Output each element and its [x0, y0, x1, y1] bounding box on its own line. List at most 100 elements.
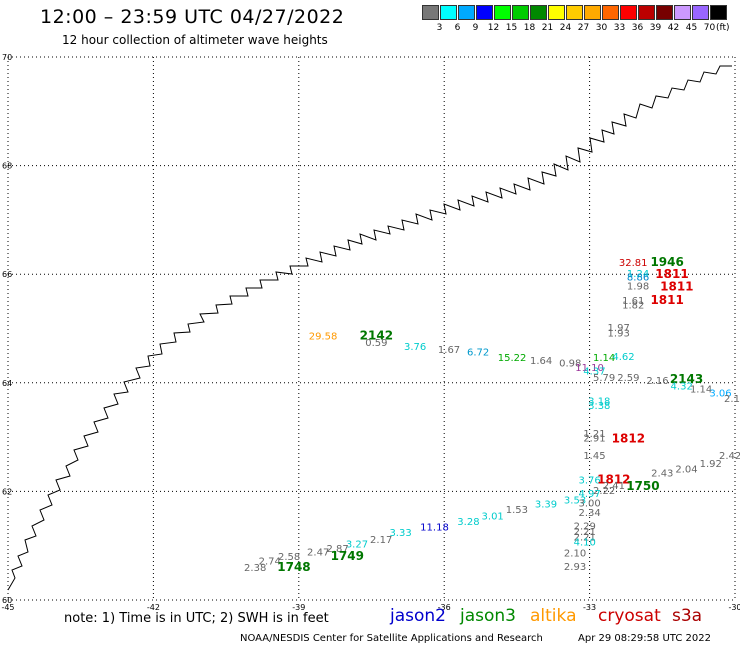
color-scale-label: 9 [472, 23, 479, 33]
wave-height-label: 6.72 [467, 348, 489, 359]
wave-height-label: 2.17 [370, 535, 392, 546]
wave-height-label: 2.93 [564, 562, 586, 573]
wave-height-label: 0.59 [365, 338, 387, 349]
color-scale-label: 42 [667, 23, 680, 33]
legend-entry-jason3: jason3 [460, 606, 516, 626]
wave-height-label: 1.98 [627, 281, 649, 292]
legend-entry-altika: altika [530, 606, 577, 626]
color-swatch [638, 5, 655, 20]
wave-height-label: 3.18 [588, 397, 610, 408]
footnote: note: 1) Time is in UTC; 2) SWH is in fe… [64, 611, 329, 626]
wave-height-label: 4.32 [671, 381, 693, 392]
wave-height-label: 2.41 [603, 481, 625, 492]
color-scale-label: 36 [631, 23, 644, 33]
wave-height-label: 2.38 [244, 563, 266, 574]
wave-height-label: 1.24 [627, 269, 649, 280]
wave-height-label: 3.53 [564, 495, 586, 506]
wave-height-label: 2.74 [259, 557, 281, 568]
map-subtitle: 12 hour collection of altimeter wave hei… [62, 33, 328, 47]
wave-height-label: 2.58 [278, 552, 300, 563]
wave-height-label: 3.38 [588, 401, 610, 412]
wave-height-label: 1.67 [438, 345, 460, 356]
longitude-tick-label: -33 [583, 603, 596, 612]
color-scale-label: 39 [649, 23, 662, 33]
wave-height-label: 4.62 [612, 352, 634, 363]
latitude-tick-label: 66 [2, 270, 12, 279]
color-scale-label: 12 [487, 23, 500, 33]
wave-height-label: 2.16 [646, 376, 668, 387]
map-title: 12:00 – 23:59 UTC 04/27/2022 [40, 6, 345, 28]
wave-height-label: 1.97 [608, 323, 630, 334]
color-scale-label: 21 [541, 23, 554, 33]
pass-time-label: 1811 [655, 267, 688, 281]
legend-entry-cryosat: cryosat [598, 606, 661, 626]
wave-height-label: 1.64 [530, 356, 552, 367]
wave-height-label: 3.76 [404, 342, 426, 353]
wave-height-label: 0.98 [559, 359, 581, 370]
wave-height-label: 2.91 [583, 433, 605, 444]
wave-height-label: 1.45 [583, 451, 605, 462]
wave-height-label: 4.97 [578, 489, 600, 500]
color-swatch [422, 5, 439, 20]
wave-height-label: 1.61 [622, 296, 644, 307]
pass-time-label: 1749 [331, 549, 364, 563]
color-scale-label: 6 [454, 23, 461, 33]
longitude-tick-label: -39 [292, 603, 305, 612]
color-scale-label: 3 [436, 23, 443, 33]
color-swatch [656, 5, 673, 20]
wave-height-label: 2.10 [564, 549, 586, 560]
wave-height-label: 1.92 [700, 459, 722, 470]
longitude-tick-label: -36 [438, 603, 451, 612]
wave-height-label: 3.39 [535, 500, 557, 511]
wave-height-label: 2.21 [574, 532, 596, 543]
color-scale-label: 45 [685, 23, 698, 33]
color-swatch [530, 5, 547, 20]
wave-height-label: 2.34 [578, 508, 600, 519]
color-swatch [674, 5, 691, 20]
pass-time-label: 1748 [277, 560, 310, 574]
wave-height-label: 2.04 [675, 464, 697, 475]
color-swatch [512, 5, 529, 20]
wave-height-label: 3.76 [578, 475, 600, 486]
pass-time-label: 1812 [612, 432, 645, 446]
coastline-path [7, 65, 732, 591]
wave-height-label: 4.10 [574, 538, 596, 549]
wave-height-label: 1.21 [583, 429, 605, 440]
wave-height-label: 32.81 [619, 258, 648, 269]
wave-height-label: 3.33 [389, 528, 411, 539]
wave-height-label: 2.59 [617, 373, 639, 384]
pass-time-label: 1750 [626, 479, 659, 493]
map-grid [7, 56, 736, 601]
color-scale-label: 27 [577, 23, 590, 33]
longitude-tick-label: -45 [1, 603, 14, 612]
wave-height-label: 3.27 [346, 539, 368, 550]
color-swatch [494, 5, 511, 20]
wave-height-label: 11.18 [420, 522, 449, 533]
wave-height-label: 3.01 [482, 512, 504, 523]
wave-height-label: 2.47 [307, 547, 329, 558]
pass-time-label: 1946 [650, 255, 683, 269]
color-swatch [602, 5, 619, 20]
latitude-tick-label: 64 [2, 379, 12, 388]
pass-time-label: 1811 [650, 293, 683, 307]
latitude-tick-label: 68 [2, 162, 12, 171]
wave-height-label: 1.53 [506, 505, 528, 516]
pass-time-label: 1812 [597, 472, 630, 486]
agency-credit: NOAA/NESDIS Center for Satellite Applica… [240, 633, 543, 644]
wave-height-label: 3.06 [709, 388, 731, 399]
wave-height-label: 2.29 [574, 521, 596, 532]
wave-height-label: 2.22 [593, 486, 615, 497]
latitude-tick-label: 70 [2, 53, 12, 62]
wave-height-label: 4.37 [583, 367, 605, 378]
wave-height-label: 1.14 [593, 353, 615, 364]
wave-height-label: 1.93 [608, 329, 630, 340]
wave-height-label: 2.43 [651, 469, 673, 480]
color-swatch [476, 5, 493, 20]
legend-entry-s3a: s3a [672, 606, 703, 626]
generation-date: Apr 29 08:29:58 UTC 2022 [578, 633, 711, 644]
wave-height-label: 15.22 [498, 353, 527, 364]
color-scale-label: 18 [523, 23, 536, 33]
wave-height-label: 1.14 [690, 385, 712, 396]
